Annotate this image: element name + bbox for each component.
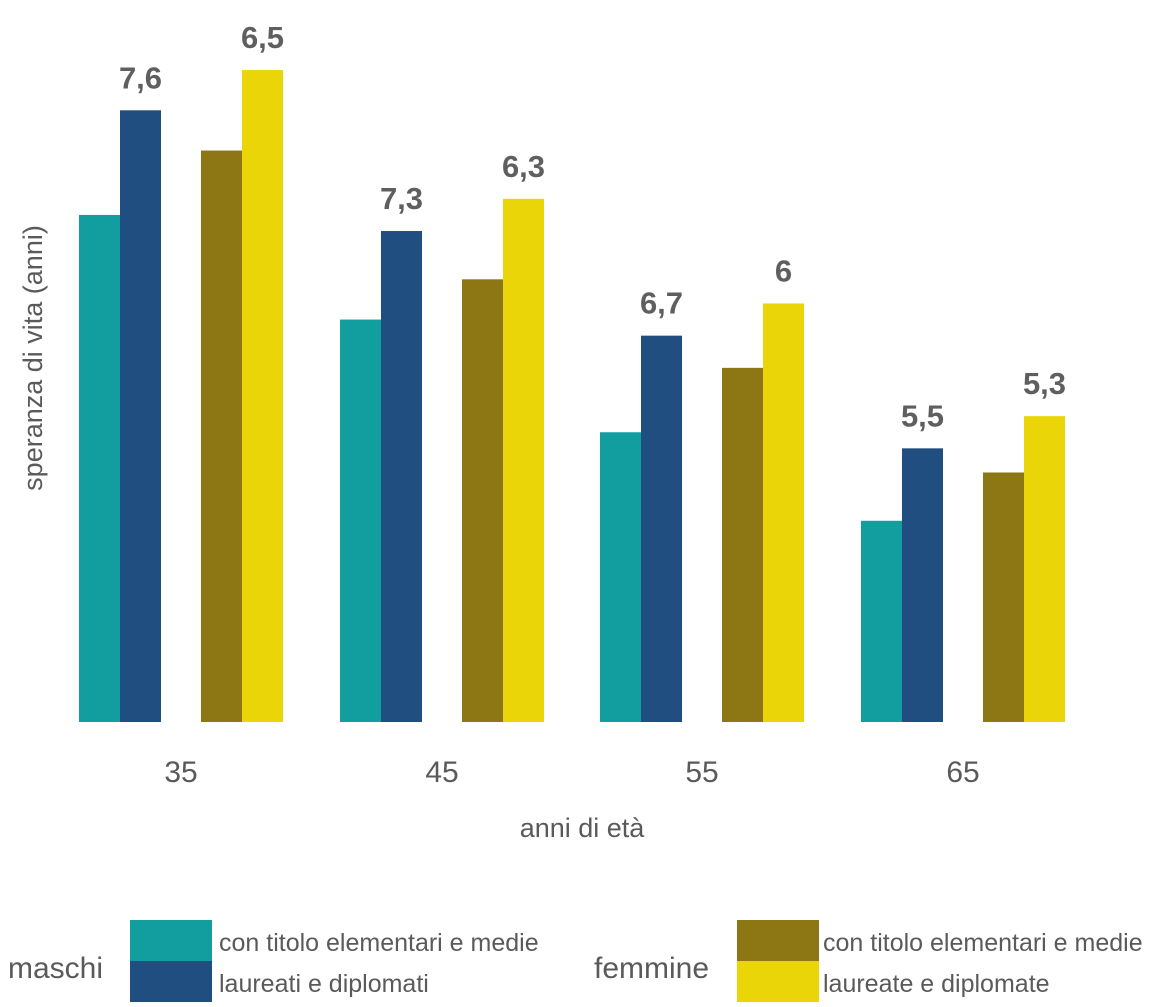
legend-label-maschi-2: laureati e diplomati [219,970,429,998]
legend-swatch-femmine-1 [737,920,819,961]
bar-45-series-2 [381,231,422,722]
value-label-35-series-2: 7,6 [119,60,162,95]
y-axis-label: speranza di vita (anni) [18,225,48,491]
legend-label-femmine-1: con titolo elementari e medie [823,929,1143,957]
bar-55-series-3 [722,367,763,722]
bar-65-series-4 [1024,416,1065,722]
bar-35-series-1 [79,214,120,723]
bar-45-series-3 [462,279,503,722]
legend-label-femmine-2: laureate e diplomate [823,970,1050,998]
value-labels: 7,6 6,5 7,3 6,3 6,7 6 5,5 5,3 [119,20,1066,433]
legend-label-maschi-1: con titolo elementari e medie [219,929,539,957]
x-tick-55: 55 [685,756,718,789]
value-label-55-series-4: 6 [775,253,792,288]
bar-55-series-1 [600,432,641,722]
bars [79,70,1065,723]
bar-45-series-4 [503,198,544,722]
legend-swatch-maschi-1 [130,920,212,961]
value-label-65-series-2: 5,5 [901,398,944,433]
value-label-55-series-2: 6,7 [640,286,683,321]
bar-65-series-2 [902,448,943,722]
bar-55-series-4 [763,303,804,722]
legend-swatch-femmine-2 [737,961,819,1002]
bar-55-series-2 [641,335,682,722]
bar-65-series-1 [861,520,902,722]
legend-swatch-maschi-2 [130,961,212,1002]
x-tick-45: 45 [425,756,458,789]
bar-35-series-4 [242,70,283,723]
bar-35-series-3 [201,150,242,722]
bar-65-series-3 [983,472,1024,722]
x-tick-35: 35 [164,756,197,789]
value-label-45-series-4: 6,3 [502,149,545,184]
x-axis-label: anni di età [520,813,646,843]
bar-35-series-2 [120,110,161,723]
x-tick-65: 65 [946,756,979,789]
legend-group-femmine: femmine [594,952,709,985]
value-label-45-series-2: 7,3 [380,181,423,216]
legend-group-maschi: maschi [8,952,103,985]
x-tick-labels: 35 45 55 65 [164,756,979,789]
legend: maschi con titolo elementari e medie laure… [8,920,1143,1002]
bar-45-series-1 [340,319,381,722]
value-label-35-series-4: 6,5 [241,20,284,55]
value-label-65-series-4: 5,3 [1023,366,1066,401]
